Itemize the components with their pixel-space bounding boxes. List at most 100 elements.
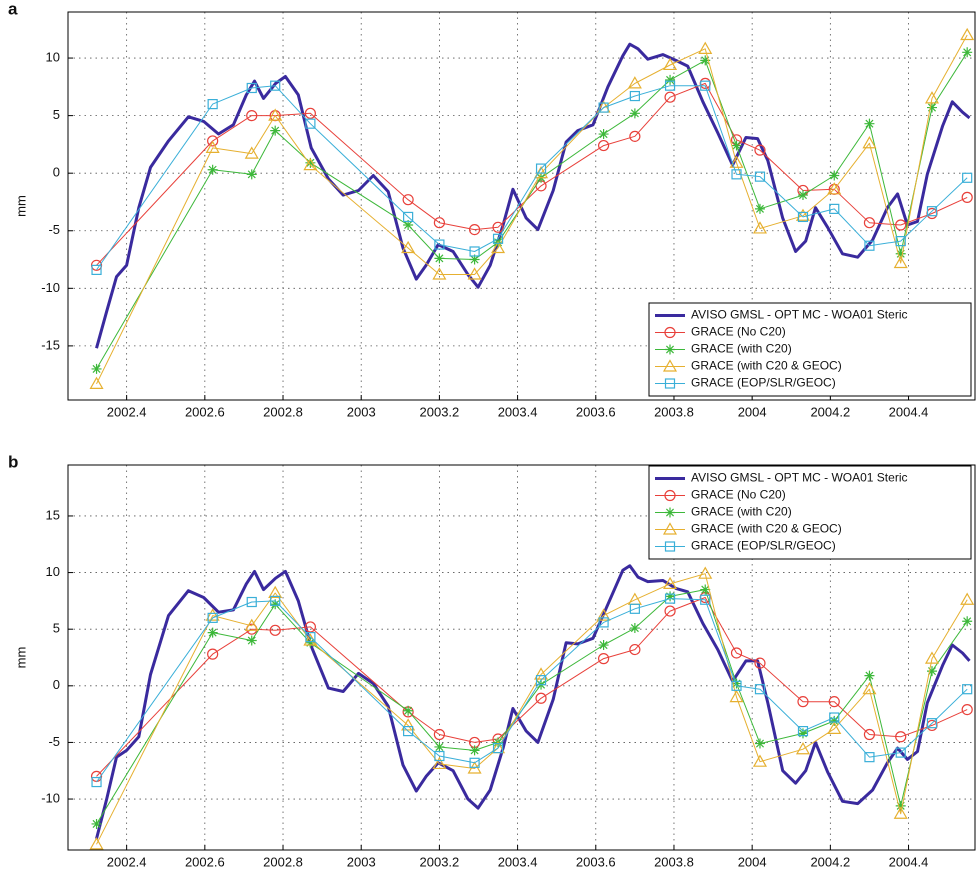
- x-tick-label: 2004.2: [810, 854, 850, 869]
- marker-star: [629, 108, 640, 119]
- marker-star: [926, 666, 937, 677]
- marker-star: [731, 140, 742, 151]
- marker-square: [797, 211, 809, 223]
- marker-circle: [433, 728, 446, 741]
- marker-triangle: [960, 592, 975, 605]
- marker-square: [492, 233, 504, 244]
- marker-star: [434, 741, 445, 752]
- marker-square: [864, 240, 875, 251]
- marker-triangle: [795, 208, 811, 221]
- marker-star: [754, 738, 765, 749]
- marker-triangle: [244, 146, 259, 159]
- marker-star: [305, 637, 316, 648]
- marker-square: [270, 80, 281, 91]
- panel-label: a: [8, 0, 18, 18]
- marker-square: [598, 617, 609, 628]
- legend-box: [648, 465, 972, 560]
- legend-box: [648, 302, 972, 397]
- marker-star: [469, 254, 480, 265]
- x-tick-label: 2004.4: [889, 404, 929, 419]
- marker-square: [469, 757, 480, 768]
- x-tick-label: 2002.6: [185, 854, 225, 869]
- x-tick-label: 2002.8: [263, 404, 303, 419]
- marker-square: [731, 169, 742, 180]
- marker-circle: [629, 130, 641, 142]
- x-tick-label: 2002.4: [107, 854, 147, 869]
- marker-star: [629, 623, 640, 634]
- x-tick-label: 2003.2: [420, 404, 460, 419]
- marker-circle: [863, 728, 876, 741]
- marker-star: [403, 705, 414, 716]
- marker-star: [797, 190, 808, 201]
- marker-triangle: [662, 359, 678, 372]
- x-tick-label: 2003.4: [498, 404, 538, 419]
- marker-square: [246, 596, 257, 608]
- marker-square: [270, 595, 281, 606]
- marker-circle: [828, 696, 840, 708]
- marker-square: [895, 747, 906, 758]
- marker-triangle: [244, 618, 259, 631]
- marker-triangle: [303, 157, 318, 171]
- marker-square: [895, 236, 906, 247]
- marker-triangle: [893, 255, 908, 269]
- marker-square: [700, 594, 711, 605]
- y-tick-label: 0: [53, 677, 60, 692]
- marker-square: [535, 675, 547, 686]
- marker-star: [665, 344, 675, 355]
- marker-star: [962, 616, 973, 627]
- legend: AVISO GMSL - OPT MC - WOA01 Steric GRACE …: [648, 465, 972, 560]
- marker-triangle: [862, 681, 877, 695]
- marker-circle: [961, 191, 973, 203]
- marker-triangle: [467, 267, 482, 280]
- marker-circle: [797, 696, 809, 708]
- marker-triangle: [89, 376, 104, 389]
- series-line: [96, 597, 968, 777]
- marker-circle: [207, 648, 219, 660]
- x-tick-label: 2003.8: [654, 404, 694, 419]
- marker-circle: [754, 657, 766, 669]
- y-tick-label: 10: [46, 564, 60, 579]
- marker-triangle: [401, 718, 416, 731]
- marker-circle: [961, 703, 973, 716]
- marker-square: [926, 718, 938, 729]
- marker-square: [664, 593, 676, 604]
- marker-triangle: [401, 240, 416, 254]
- marker-circle: [433, 217, 446, 229]
- marker-square: [434, 239, 445, 250]
- marker-star: [598, 640, 609, 651]
- marker-star: [926, 102, 937, 113]
- marker-triangle: [752, 754, 768, 767]
- marker-circle: [597, 653, 610, 665]
- marker-triangle: [752, 221, 768, 234]
- marker-square: [91, 776, 102, 788]
- marker-star: [829, 170, 840, 181]
- marker-triangle: [662, 522, 678, 535]
- marker-circle: [207, 135, 219, 147]
- y-axis-label: mm: [13, 195, 28, 217]
- marker-square: [829, 203, 840, 214]
- marker-star: [700, 55, 711, 66]
- marker-square: [731, 680, 742, 691]
- marker-triangle: [205, 140, 220, 153]
- marker-triangle: [432, 267, 447, 280]
- x-tick-label: 2003: [347, 854, 376, 869]
- marker-star: [864, 118, 875, 129]
- marker-triangle: [827, 721, 842, 734]
- marker-square: [305, 632, 316, 643]
- marker-triangle: [627, 76, 642, 89]
- marker-triangle: [924, 651, 940, 664]
- marker-triangle: [729, 155, 744, 168]
- marker-star: [864, 670, 875, 681]
- marker-square: [664, 80, 676, 91]
- marker-circle: [629, 643, 641, 656]
- marker-triangle: [827, 182, 842, 195]
- marker-square: [305, 118, 316, 129]
- series-line: [96, 598, 968, 783]
- legend-label: GRACE (EOP/SLR/GEOC): [691, 539, 836, 553]
- marker-star: [797, 728, 808, 739]
- marker-star: [895, 248, 906, 259]
- y-tick-label: 5: [53, 621, 60, 636]
- y-tick-label: 0: [53, 165, 60, 180]
